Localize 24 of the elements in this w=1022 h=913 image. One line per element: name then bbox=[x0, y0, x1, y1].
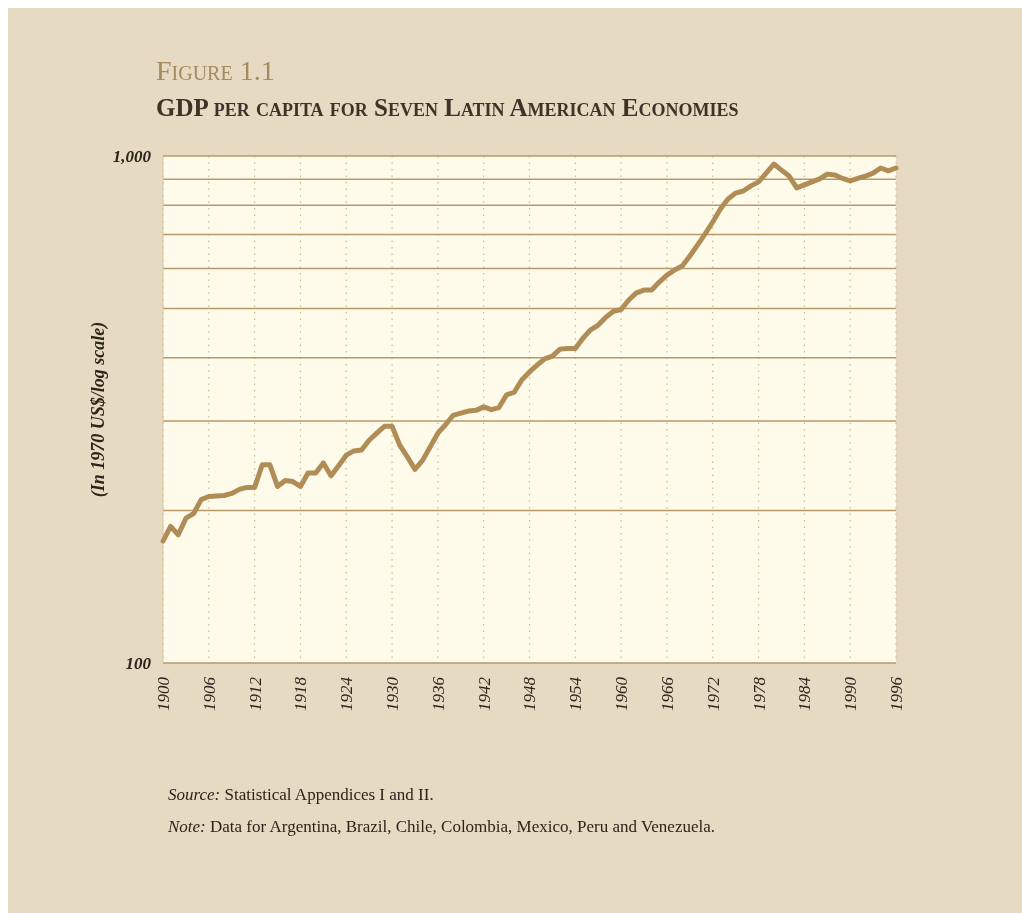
x-tick-label: 1936 bbox=[428, 676, 448, 711]
y-tick-label: 1,000 bbox=[112, 146, 152, 166]
x-tick-label: 1978 bbox=[749, 676, 769, 711]
source-note: Source: Statistical Appendices I and II. bbox=[168, 785, 434, 804]
x-tick-label: 1984 bbox=[795, 676, 815, 711]
x-tick-label: 1954 bbox=[566, 676, 586, 711]
x-tick-label: 1900 bbox=[153, 676, 173, 711]
x-tick-label: 1990 bbox=[841, 676, 861, 711]
x-tick-label: 1948 bbox=[520, 676, 540, 711]
y-tick-label: 100 bbox=[125, 653, 152, 673]
x-tick-label: 1906 bbox=[199, 676, 219, 711]
x-tick-label: 1960 bbox=[612, 676, 632, 711]
y-axis-title: (In 1970 US$/log scale) bbox=[88, 321, 109, 498]
x-tick-label: 1966 bbox=[657, 676, 677, 711]
x-tick-label: 1918 bbox=[291, 676, 311, 711]
x-tick-label: 1912 bbox=[245, 676, 265, 711]
x-tick-label: 1924 bbox=[337, 676, 357, 711]
chart-subtitle: GDP per capita for Seven Latin American Economies bbox=[156, 94, 739, 121]
x-tick-label: 1996 bbox=[886, 676, 906, 711]
x-tick-label: 1942 bbox=[474, 676, 494, 711]
x-tick-label: 1930 bbox=[383, 676, 403, 711]
x-tick-label: 1972 bbox=[703, 676, 723, 711]
text: Note: Data for Argentina, Brazil, Chile, Colombia, Mexico, Peru and Venezuela. bbox=[167, 817, 716, 836]
chart-title: Figure 1.1 bbox=[156, 55, 275, 86]
